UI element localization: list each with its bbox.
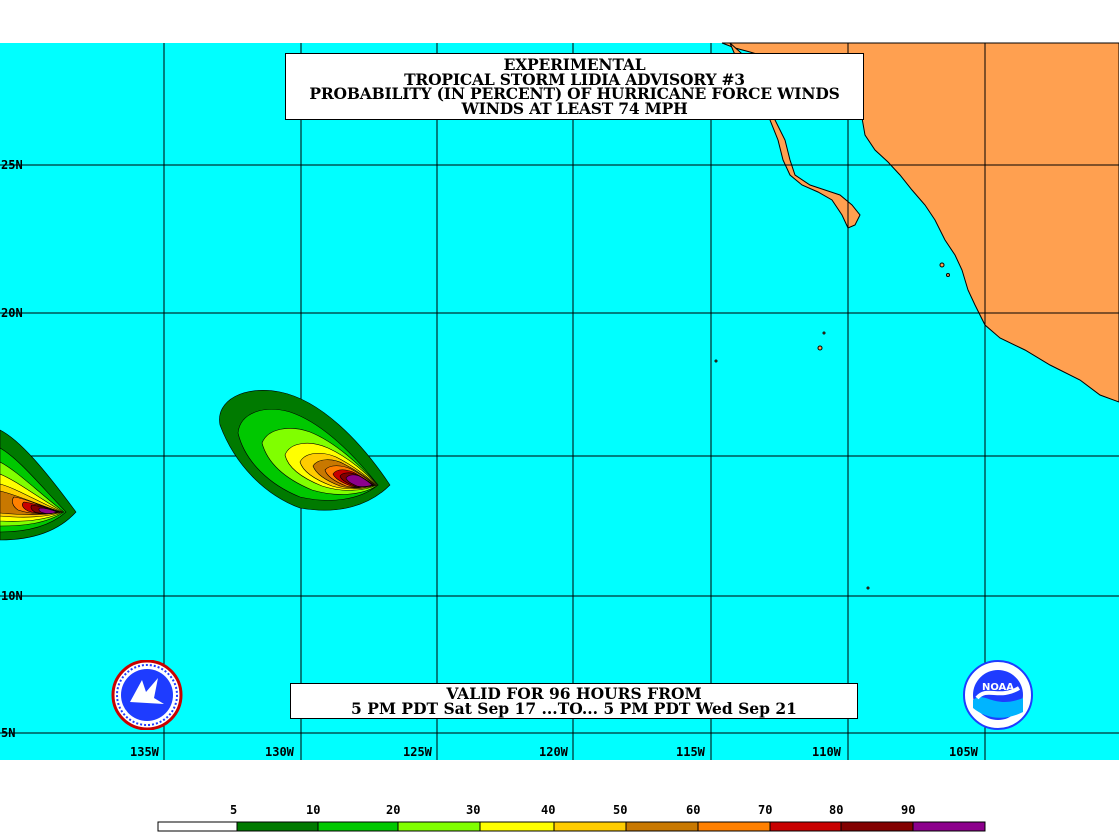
legend-swatch bbox=[157, 821, 238, 832]
probability-contours-lidia bbox=[219, 390, 391, 511]
lat-label-10n: 10N bbox=[1, 589, 23, 603]
legend-swatch bbox=[840, 821, 914, 832]
probability-contours-previous bbox=[0, 429, 77, 541]
legend-bar bbox=[157, 821, 986, 832]
legend-label-5: 5 bbox=[230, 803, 238, 817]
legend-swatch bbox=[625, 821, 699, 832]
legend-swatch bbox=[236, 821, 319, 832]
lon-label-120w: 120W bbox=[539, 745, 568, 759]
title-line-1: EXPERIMENTAL bbox=[503, 55, 646, 74]
lon-label-125w: 125W bbox=[403, 745, 432, 759]
valid-period-box: VALID FOR 96 HOURS FROM 5 PM PDT Sat Sep… bbox=[290, 683, 858, 719]
legend-swatch bbox=[479, 821, 555, 832]
legend-swatch bbox=[697, 821, 771, 832]
lon-label-110w: 110W bbox=[812, 745, 841, 759]
noaa-logo-text: NOAA bbox=[982, 682, 1014, 693]
legend-label-20: 20 bbox=[386, 803, 401, 817]
legend-swatch bbox=[553, 821, 627, 832]
lon-label-135w: 135W bbox=[130, 745, 159, 759]
legend-label-30: 30 bbox=[466, 803, 481, 817]
lon-label-115w: 115W bbox=[676, 745, 705, 759]
title-box: EXPERIMENTAL TROPICAL STORM LIDIA ADVISO… bbox=[285, 53, 864, 120]
lat-label-20n: 20N bbox=[1, 306, 23, 320]
lat-label-5n: 5N bbox=[1, 726, 16, 740]
legend-swatch bbox=[912, 821, 986, 832]
lon-label-130w: 130W bbox=[265, 745, 294, 759]
legend-swatch bbox=[397, 821, 481, 832]
lat-label-25n: 25N bbox=[1, 158, 23, 172]
title-line-4: WINDS AT LEAST 74 MPH bbox=[461, 98, 688, 118]
lon-label-105w: 105W bbox=[949, 745, 978, 759]
valid-line-1: VALID FOR 96 HOURS FROM bbox=[446, 684, 702, 703]
legend-swatch bbox=[317, 821, 399, 832]
noaa-logo: NOAA bbox=[963, 660, 1033, 730]
legend-label-50: 50 bbox=[613, 803, 628, 817]
legend-label-80: 80 bbox=[829, 803, 844, 817]
legend-label-40: 40 bbox=[541, 803, 556, 817]
legend-swatch bbox=[769, 821, 842, 832]
islands bbox=[714, 262, 950, 590]
title-line-3: PROBABILITY (IN PERCENT) OF HURRICANE FO… bbox=[309, 84, 840, 103]
legend-label-70: 70 bbox=[758, 803, 773, 817]
legend-label-90: 90 bbox=[901, 803, 916, 817]
legend-label-10: 10 bbox=[306, 803, 321, 817]
legend-label-60: 60 bbox=[686, 803, 701, 817]
valid-line-2: 5 PM PDT Sat Sep 17 ...TO... 5 PM PDT We… bbox=[351, 699, 797, 718]
title-line-2: TROPICAL STORM LIDIA ADVISORY #3 bbox=[404, 69, 745, 89]
nws-logo bbox=[111, 660, 183, 730]
